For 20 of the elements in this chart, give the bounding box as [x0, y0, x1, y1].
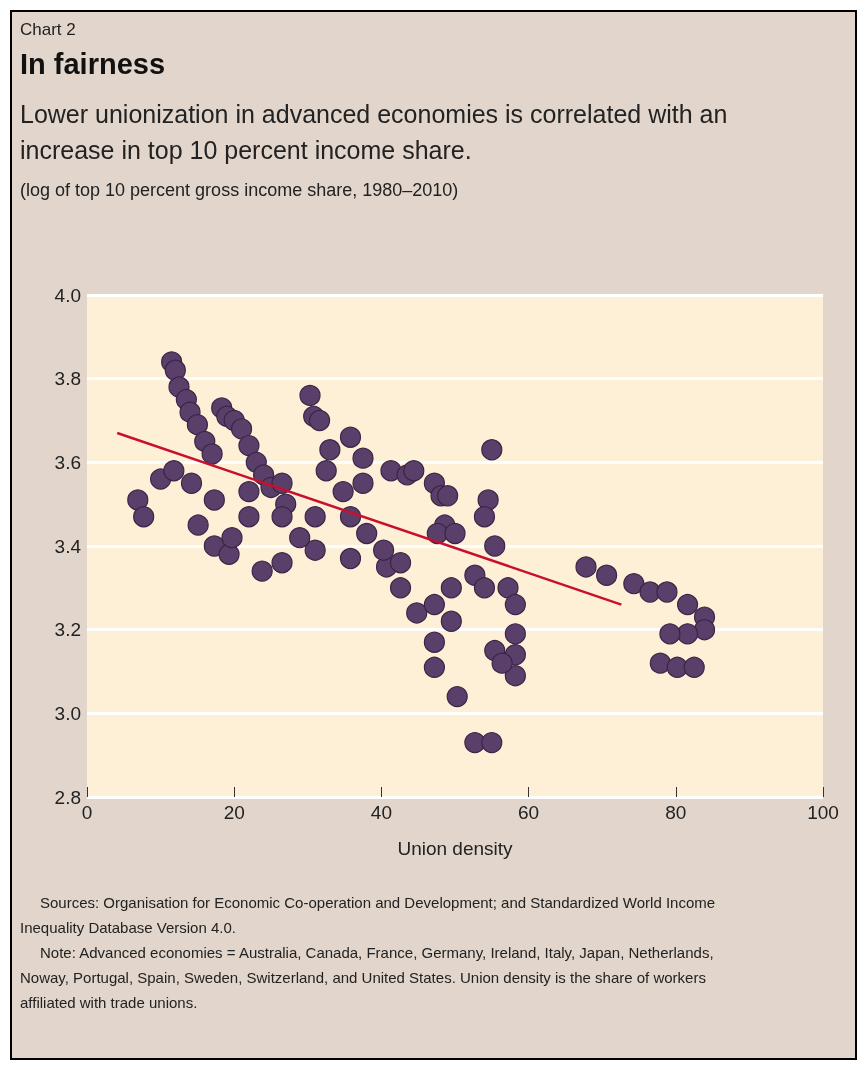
y-tick-label: 2.8 [54, 786, 81, 808]
y-tick-label: 3.0 [54, 702, 81, 724]
y-tick-label: 4.0 [54, 284, 81, 306]
x-tick-label: 20 [223, 802, 245, 823]
text: Note: Advanced economies = Australia, Canada, France, Germany, Ireland, Italy, Japan, Netherlands, Noway, Portugal, Spain, Sweden, Switzerland, and United States. Union density is the share of workers affiliated with trade unions. [20, 943, 715, 1013]
source-note: Sources: Organisation for Economic Co-operation and Development; and Standardized World Income Inequality Database Version 4.0. [20, 893, 717, 938]
caption: Chart 2 [20, 20, 76, 40]
chart-title: In fairness [20, 48, 166, 81]
chart-subtitle: Lower unionization in advanced economies is correlated with an increase in top 10 percent income share. [20, 99, 729, 166]
x-tick-label: 40 [370, 802, 392, 823]
y-tick-label: 3.2 [54, 619, 81, 641]
x-tick-label: 100 [807, 802, 839, 823]
y-tick-label: 3.6 [54, 451, 81, 473]
y-tick-label: 3.4 [54, 535, 82, 557]
x-tick-label: 60 [518, 802, 540, 823]
y-axis-title: (log of top 10 percent gross income share, 1980–2010) [20, 180, 459, 201]
x-tick-label: 80 [665, 802, 687, 823]
x-axis-title: Union density [397, 838, 514, 859]
y-tick-label: 3.8 [54, 368, 81, 390]
x-tick-label: 0 [81, 802, 93, 823]
